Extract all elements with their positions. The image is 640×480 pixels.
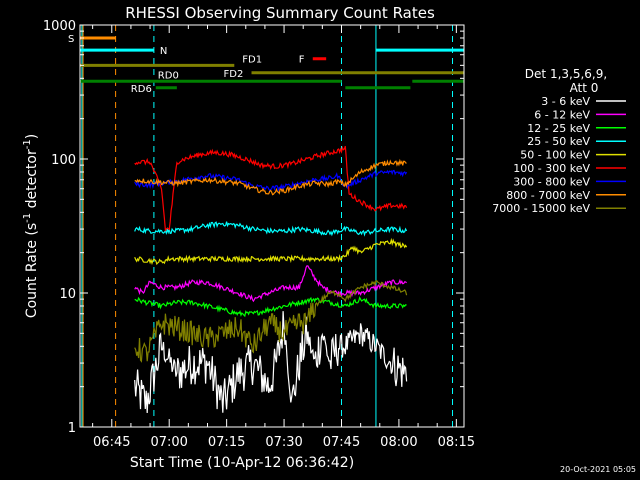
state-bar-label-N: N	[160, 46, 167, 57]
x-tick-label-0: 06:45	[93, 435, 130, 450]
y-tick-label-0: 1	[68, 421, 76, 436]
legend-header-line-1: Det 1,3,5,6,9,	[525, 67, 607, 81]
series-line-4	[134, 237, 408, 266]
y-axis-label: Count Rate (s-1 detector-1)	[22, 134, 40, 318]
x-tick-label-6: 08:15	[438, 435, 475, 450]
x-axis-label: Start Time (10-Apr-12 06:36:42)	[130, 455, 354, 471]
legend-header-line-2: Att 0	[570, 81, 599, 95]
state-bar-label-F: F	[299, 55, 305, 66]
legend-label-3: 25 - 50 keV	[527, 135, 590, 148]
x-tick-label-2: 07:15	[208, 435, 245, 450]
x-tick-label-4: 07:45	[323, 435, 360, 450]
legend-label-7: 800 - 7000 keV	[506, 189, 590, 202]
vertical-marker-group	[81, 25, 454, 427]
legend-label-2: 12 - 25 keV	[527, 122, 590, 135]
series-line-6	[134, 169, 408, 192]
legend-label-1: 6 - 12 keV	[534, 108, 590, 121]
legend-label-6: 300 - 800 keV	[513, 175, 590, 188]
legend-label-5: 100 - 300 keV	[513, 162, 590, 175]
chart-title: RHESSI Observing Summary Count Rates	[125, 4, 435, 22]
axes-group: 06:45 07:00 07:15 07:30 07:45 08:00 08:15 1 10 10…	[43, 19, 475, 450]
series-line-2	[134, 296, 407, 318]
footer-timestamp: 20-Oct-2021 05:05	[560, 465, 636, 474]
series-line-1	[134, 265, 408, 303]
legend-label-0: 3 - 6 keV	[541, 95, 590, 108]
state-bar-label-FD1: FD1	[242, 54, 262, 65]
y-tick-label-3: 1000	[43, 19, 76, 34]
x-tick-label-3: 07:30	[265, 435, 302, 450]
y-tick-label-2: 100	[51, 153, 76, 168]
series-line-0	[134, 311, 408, 414]
state-bar-label-FD2: FD2	[224, 69, 244, 80]
series-line-3	[134, 221, 408, 237]
series-line-7	[134, 158, 407, 196]
series-group	[134, 145, 408, 414]
state-bar-label-RD6: RD6	[131, 84, 152, 95]
series-line-5	[134, 145, 408, 233]
state-bar-group: S N F FD1 FD2 RD0 RD6	[68, 34, 464, 95]
legend-label-8: 7000 - 15000 keV	[492, 202, 590, 215]
state-bar-label-S: S	[68, 34, 74, 45]
plot-frame	[79, 24, 465, 428]
x-tick-label-5: 08:00	[380, 435, 417, 450]
y-tick-label-1: 10	[59, 287, 76, 302]
x-tick-label-1: 07:00	[150, 435, 187, 450]
series-line-8	[134, 280, 408, 363]
state-bar-label-RD0: RD0	[158, 70, 179, 81]
legend-label-4: 50 - 100 keV	[520, 149, 590, 162]
